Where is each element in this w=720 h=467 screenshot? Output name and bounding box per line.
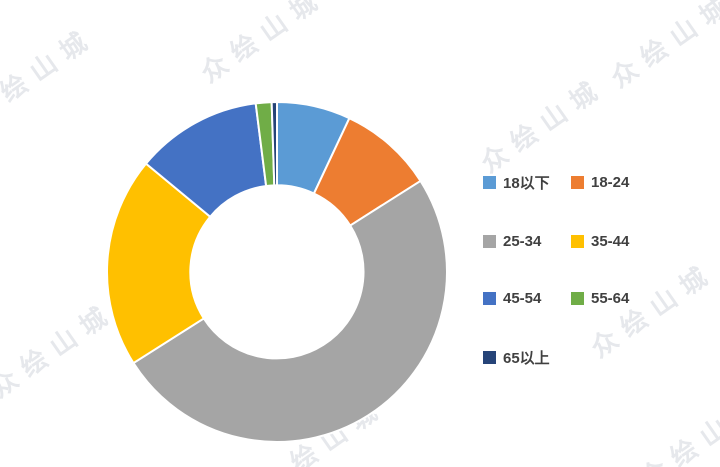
legend-item-55-64[interactable]: 55-64 [571,290,659,307]
legend-label: 18-24 [591,174,630,191]
legend-swatch [571,292,584,305]
legend-item-25-34[interactable]: 25-34 [483,233,571,250]
legend-swatch [483,235,496,248]
legend-item-35-44[interactable]: 35-44 [571,233,659,250]
legend-label: 65以上 [503,350,550,367]
chart-legend: 18以下 18-24 25-34 35-44 45-54 55-64 65以上 [483,172,659,368]
legend-label: 25-34 [503,233,542,250]
legend-label: 45-54 [503,290,542,307]
donut-slice-35-44[interactable] [105,162,212,365]
legend-swatch [483,292,496,305]
legend-swatch [483,176,496,189]
legend-swatch [483,351,496,364]
legend-item-18以下[interactable]: 18以下 [483,172,571,193]
legend-item-45-54[interactable]: 45-54 [483,290,571,307]
legend-item-18-24[interactable]: 18-24 [571,172,659,193]
legend-swatch [571,176,584,189]
legend-swatch [571,235,584,248]
legend-item-65以上[interactable]: 65以上 [483,347,571,368]
legend-label: 55-64 [591,290,630,307]
legend-label: 18以下 [503,175,550,192]
donut-slice-65以上[interactable] [270,100,278,187]
donut-slice-25-34[interactable] [132,179,449,444]
legend-label: 35-44 [591,233,630,250]
